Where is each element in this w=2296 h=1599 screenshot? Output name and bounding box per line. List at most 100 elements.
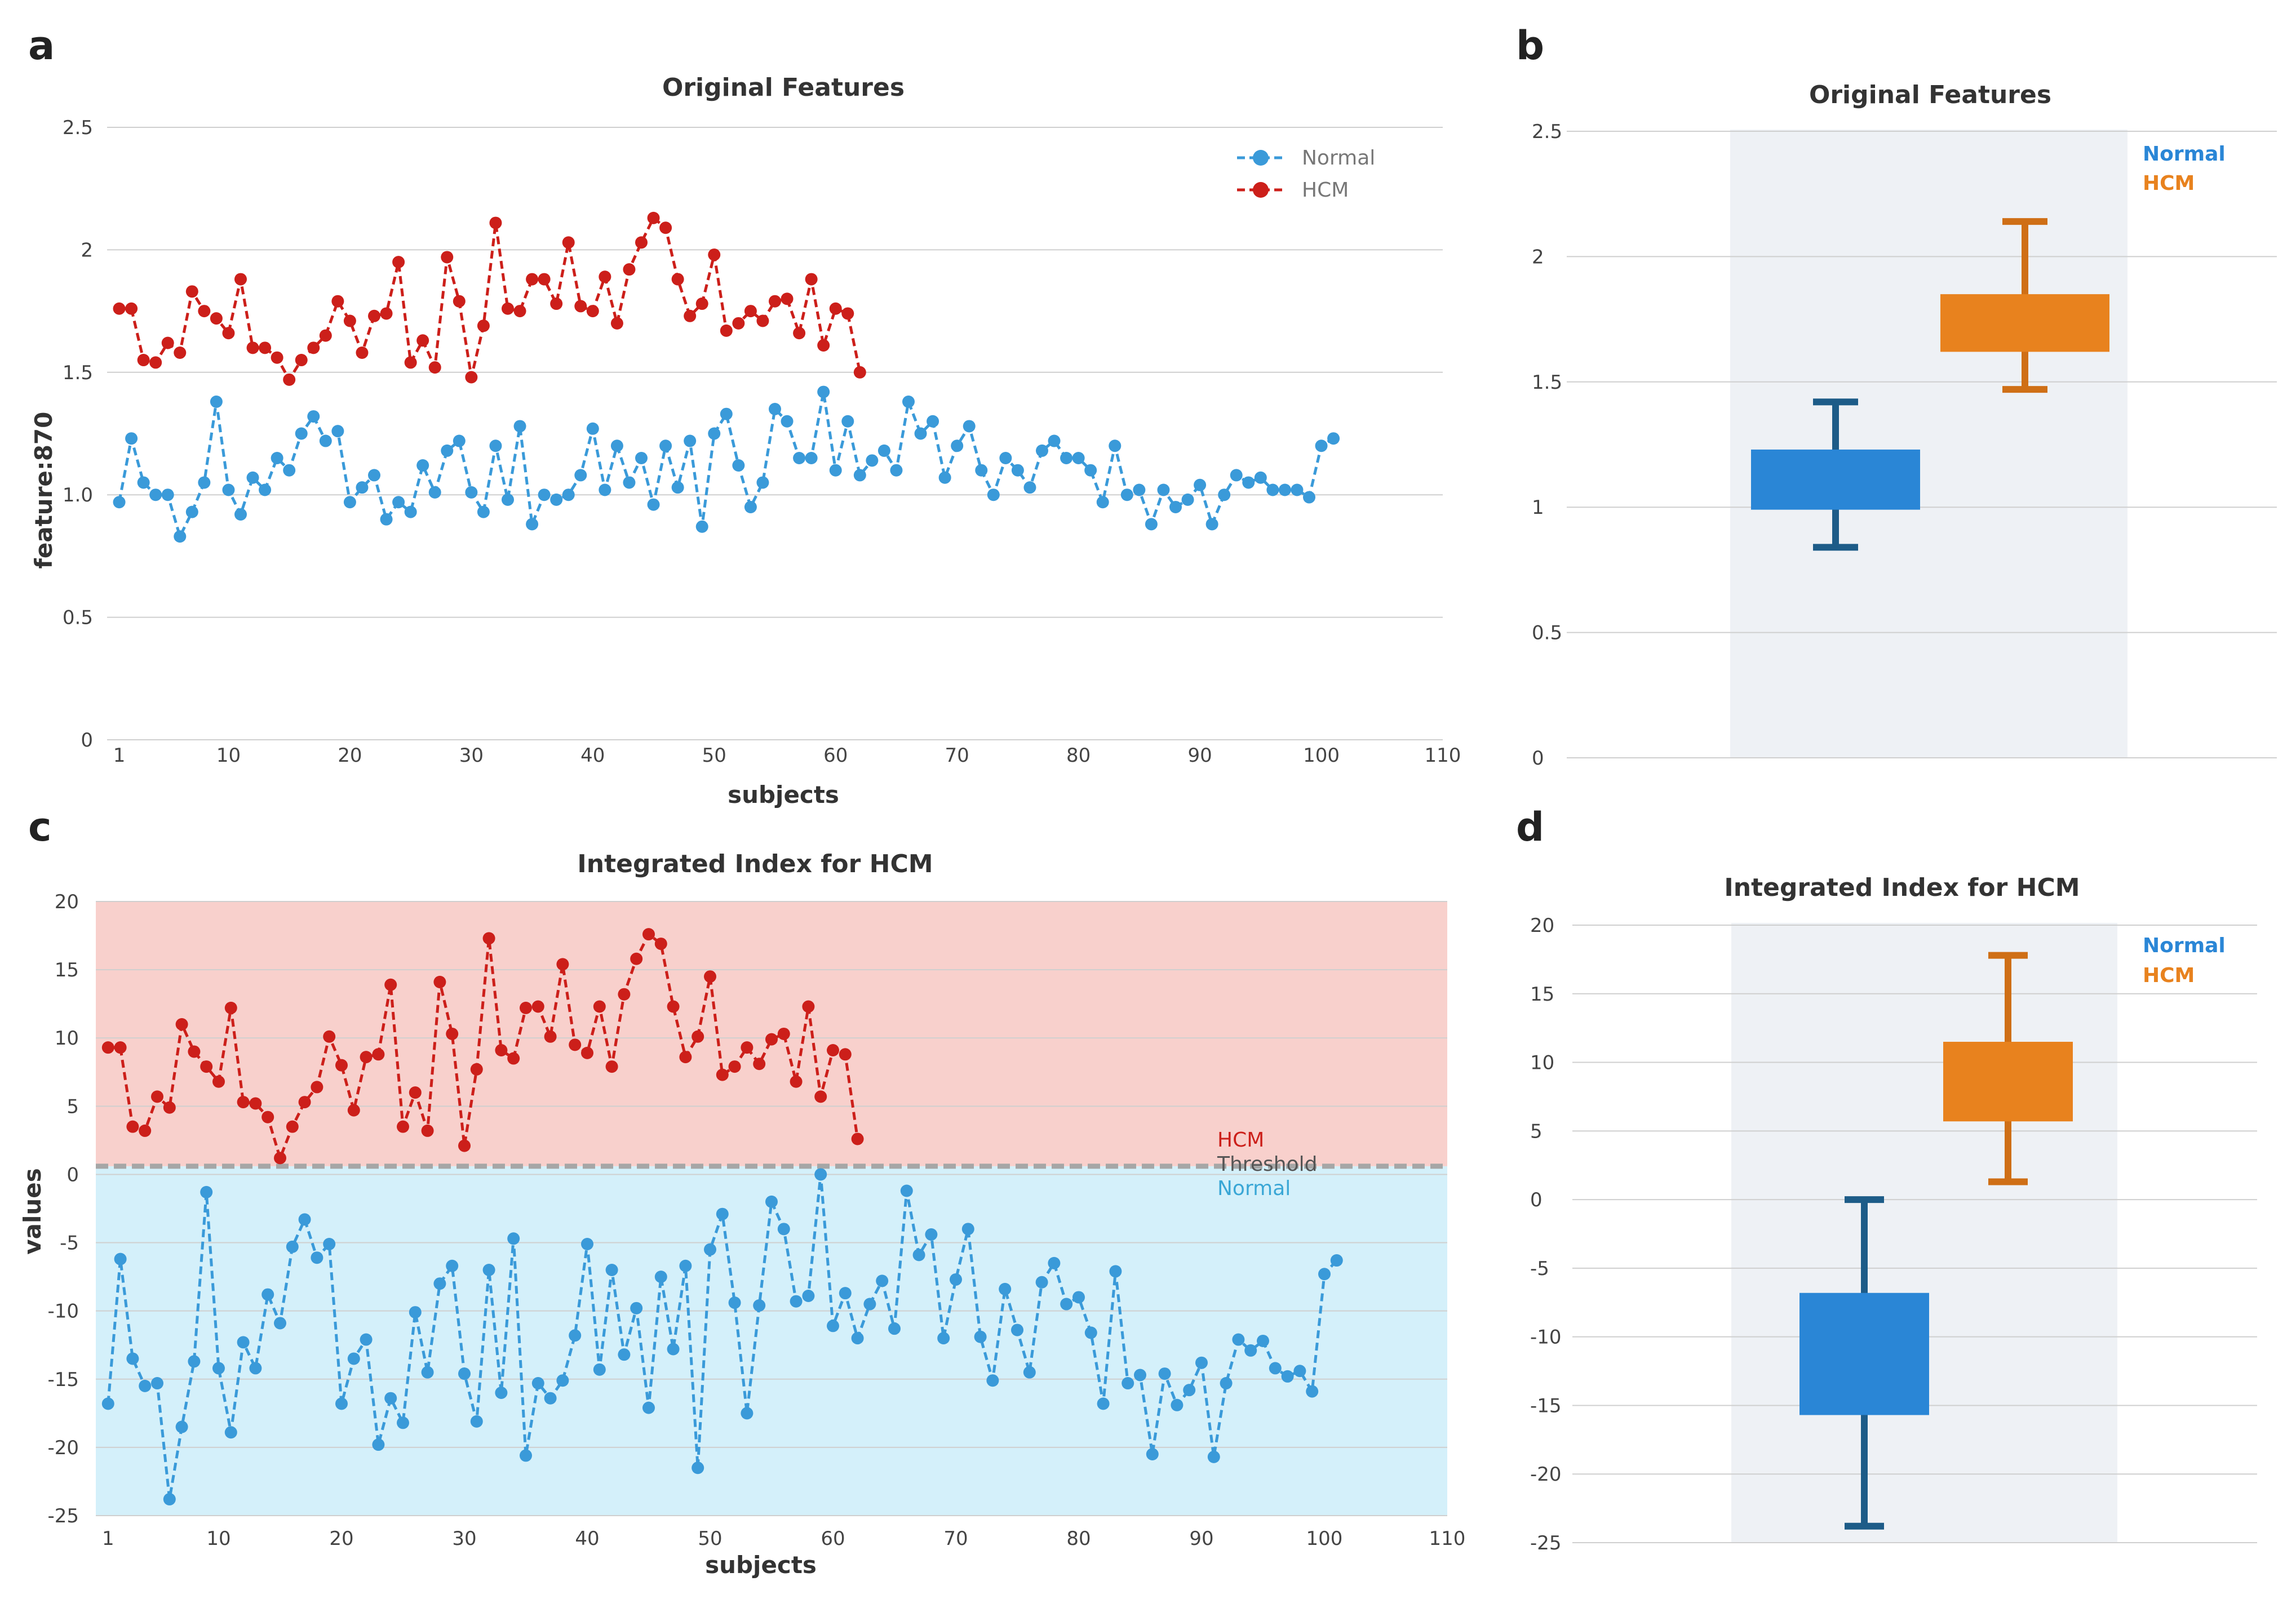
data-point-normal (513, 420, 526, 433)
data-point-normal (1291, 483, 1304, 496)
data-point-hcm (704, 970, 716, 983)
data-point-normal (360, 1333, 373, 1346)
data-point-normal (1230, 469, 1243, 482)
data-point-normal (961, 1223, 974, 1236)
x-tick-label: 10 (206, 1527, 231, 1550)
data-point-normal (1169, 500, 1182, 513)
data-point-hcm (163, 1101, 176, 1114)
data-point-hcm (453, 295, 466, 308)
box-normal (1751, 449, 1920, 510)
data-point-normal (409, 1306, 422, 1319)
chart-a-title: Original Features (662, 73, 905, 102)
data-point-normal (802, 1290, 815, 1303)
data-point-normal (368, 469, 380, 482)
panel-label-a: a (28, 23, 55, 69)
data-point-normal (863, 1298, 876, 1311)
x-tick-label: 80 (1066, 744, 1091, 767)
data-point-hcm (441, 251, 454, 264)
data-point-normal (1281, 1370, 1294, 1383)
data-point-hcm (283, 373, 296, 386)
chart-b-band (1730, 130, 2127, 758)
data-point-hcm (753, 1058, 766, 1071)
data-point-normal (1318, 1268, 1331, 1281)
data-point-normal (188, 1355, 201, 1368)
data-point-normal (888, 1322, 901, 1335)
data-point-hcm (380, 307, 393, 320)
chart-b-boxes (1751, 218, 2109, 551)
data-point-normal (538, 488, 551, 501)
data-point-normal (421, 1366, 434, 1379)
data-point-hcm (623, 263, 636, 276)
data-point-normal (1023, 481, 1036, 494)
panel-d: d Integrated Index for HCM -25-20-15-10-… (1516, 804, 2257, 1554)
y-tick-label: 1.5 (63, 362, 93, 384)
data-point-hcm (708, 248, 721, 261)
data-point-normal (950, 1273, 962, 1286)
data-point-hcm (728, 1060, 741, 1073)
data-point-normal (311, 1251, 323, 1264)
data-point-normal (114, 1252, 127, 1265)
data-point-hcm (392, 256, 405, 269)
x-tick-label: 70 (943, 1527, 968, 1550)
data-point-hcm (502, 302, 514, 315)
data-point-normal (1330, 1254, 1343, 1267)
chart-c-normal-region-label: Normal (1217, 1177, 1291, 1200)
data-point-normal (912, 1249, 925, 1262)
data-point-hcm (465, 371, 478, 384)
chart-c-xlabel: subjects (705, 1551, 817, 1579)
data-point-normal (659, 439, 672, 452)
data-point-hcm (428, 361, 441, 374)
data-point-normal (495, 1387, 508, 1399)
data-point-normal (550, 493, 563, 506)
data-point-normal (593, 1363, 606, 1376)
data-point-normal (963, 420, 976, 433)
data-point-hcm (384, 978, 397, 991)
data-point-hcm (716, 1068, 729, 1081)
data-point-normal (704, 1243, 716, 1256)
y-tick-label: 0.5 (63, 607, 93, 629)
data-point-normal (1293, 1365, 1306, 1378)
data-point-normal (175, 1420, 188, 1433)
data-point-normal (101, 1397, 114, 1410)
data-point-hcm (526, 273, 539, 286)
data-point-normal (1254, 471, 1267, 484)
data-point-hcm (200, 1060, 213, 1073)
data-point-hcm (720, 324, 733, 337)
panel-c: c Integrated Index for HCM -25-20-15-10-… (19, 804, 1465, 1579)
data-point-normal (343, 496, 356, 509)
data-point-hcm (259, 341, 272, 354)
data-point-hcm (790, 1075, 803, 1088)
data-point-hcm (185, 285, 198, 298)
data-point-hcm (139, 1124, 152, 1137)
series-line-hcm (119, 215, 862, 383)
chart-c-y-ticks: -25 -20 -15 -10 -5 0 5 10 15 20 (47, 891, 79, 1527)
x-tick-label: 110 (1429, 1527, 1466, 1550)
data-point-normal (384, 1392, 397, 1405)
data-point-normal (347, 1352, 360, 1365)
data-point-normal (647, 498, 660, 511)
data-point-normal (1158, 1367, 1171, 1380)
data-point-normal (1195, 1356, 1208, 1369)
data-point-normal (951, 439, 964, 452)
data-point-hcm (126, 1120, 139, 1133)
data-point-normal (1133, 483, 1146, 496)
chart-b-legend: Normal HCM (2143, 143, 2226, 195)
data-point-normal (1327, 432, 1340, 445)
data-point-normal (753, 1299, 766, 1312)
data-point-hcm (851, 1132, 864, 1145)
data-point-hcm (458, 1139, 471, 1152)
legend-d-normal: Normal (2143, 934, 2226, 957)
data-point-hcm (827, 1044, 839, 1057)
legend-b-hcm: HCM (2143, 172, 2195, 195)
data-point-normal (1205, 518, 1218, 531)
data-point-normal (1120, 488, 1133, 501)
data-point-normal (1145, 518, 1158, 531)
data-point-normal (261, 1288, 274, 1301)
data-point-hcm (671, 273, 684, 286)
data-point-hcm (695, 297, 708, 310)
data-point-normal (335, 1397, 348, 1410)
y-tick-label: -5 (60, 1232, 79, 1255)
data-point-normal (999, 451, 1012, 464)
y-tick-label: 15 (55, 959, 79, 981)
data-point-normal (720, 407, 733, 420)
